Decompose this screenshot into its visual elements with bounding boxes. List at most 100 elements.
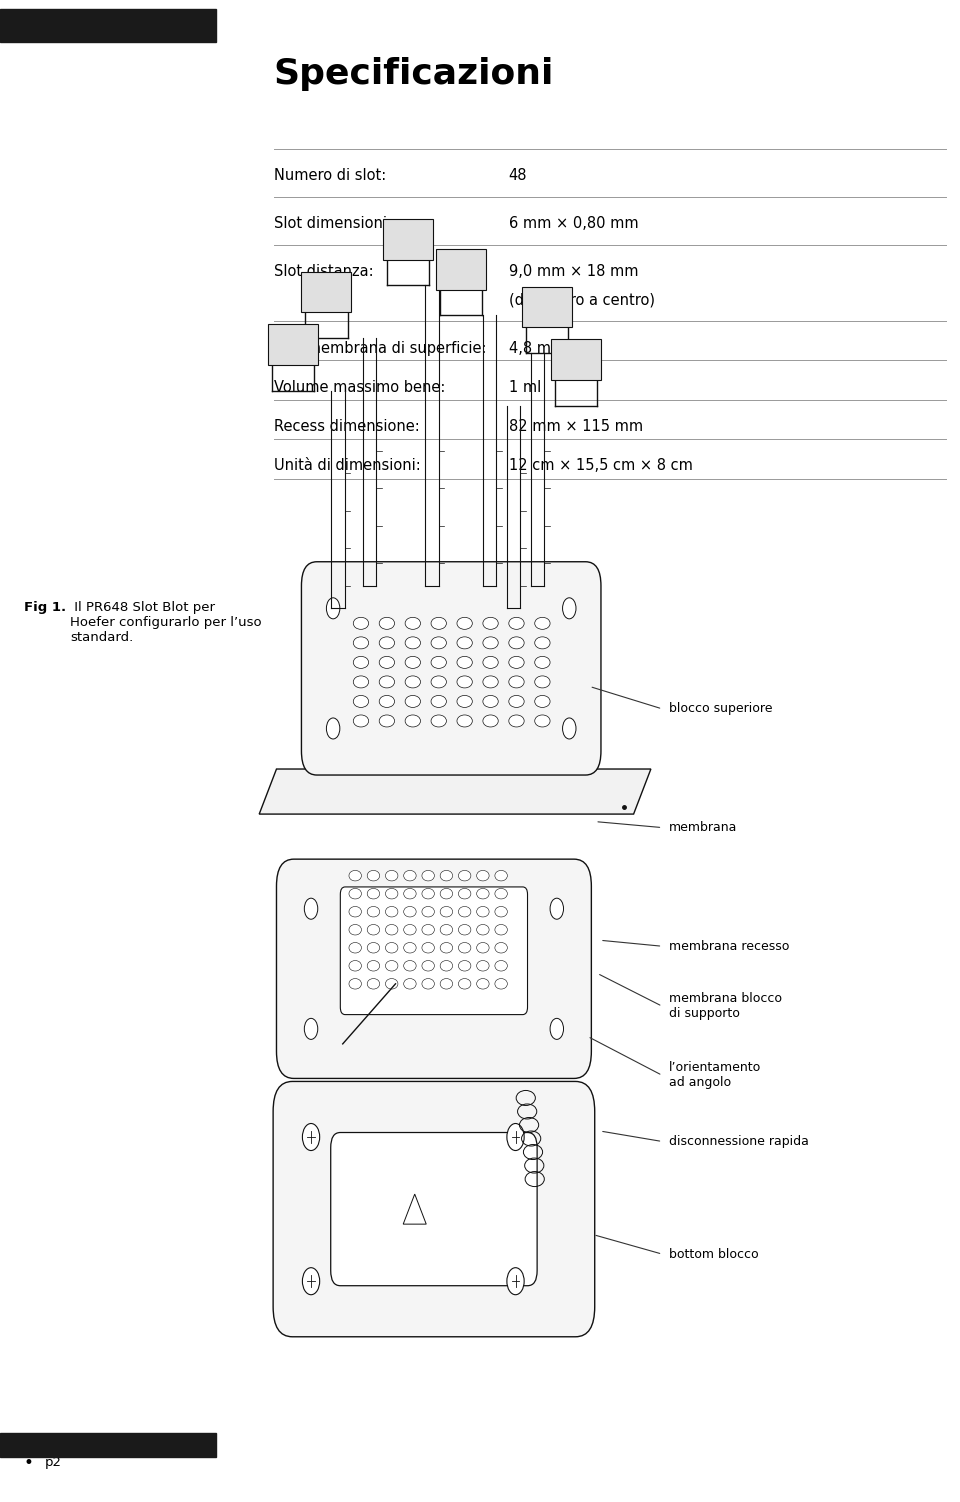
Ellipse shape xyxy=(421,943,434,952)
Ellipse shape xyxy=(405,617,420,629)
Ellipse shape xyxy=(367,889,379,898)
Ellipse shape xyxy=(431,676,446,688)
Ellipse shape xyxy=(405,637,420,649)
Ellipse shape xyxy=(385,871,397,880)
Ellipse shape xyxy=(458,943,470,952)
Ellipse shape xyxy=(405,715,420,727)
Ellipse shape xyxy=(431,617,446,629)
Ellipse shape xyxy=(403,907,416,916)
Ellipse shape xyxy=(431,715,446,727)
Ellipse shape xyxy=(379,656,395,668)
Ellipse shape xyxy=(403,979,416,988)
Ellipse shape xyxy=(458,924,470,934)
Circle shape xyxy=(302,1268,320,1295)
Ellipse shape xyxy=(494,907,507,916)
Ellipse shape xyxy=(367,961,379,970)
Ellipse shape xyxy=(440,924,453,934)
Ellipse shape xyxy=(367,907,379,916)
FancyBboxPatch shape xyxy=(330,1133,537,1286)
Ellipse shape xyxy=(457,695,472,707)
Text: disconnessione rapida: disconnessione rapida xyxy=(669,1136,809,1148)
Circle shape xyxy=(326,598,340,619)
Ellipse shape xyxy=(509,676,524,688)
Ellipse shape xyxy=(440,961,453,970)
Text: Slot distanza:: Slot distanza: xyxy=(274,264,373,279)
Ellipse shape xyxy=(379,676,395,688)
FancyBboxPatch shape xyxy=(276,859,591,1078)
Ellipse shape xyxy=(379,637,395,649)
Text: Specificazioni: Specificazioni xyxy=(274,57,554,92)
Polygon shape xyxy=(403,1194,426,1224)
Ellipse shape xyxy=(483,715,498,727)
Ellipse shape xyxy=(457,656,472,668)
Ellipse shape xyxy=(421,979,434,988)
Ellipse shape xyxy=(494,924,507,934)
Ellipse shape xyxy=(440,889,453,898)
Ellipse shape xyxy=(421,871,434,880)
Text: 12 cm × 15,5 cm × 8 cm: 12 cm × 15,5 cm × 8 cm xyxy=(509,458,693,473)
Bar xyxy=(0,9,216,42)
Ellipse shape xyxy=(476,924,489,934)
Text: Il PR648 Slot Blot per
Hoefer configurarlo per l’uso
standard.: Il PR648 Slot Blot per Hoefer configurar… xyxy=(70,601,262,644)
Ellipse shape xyxy=(458,907,470,916)
Text: membrana: membrana xyxy=(669,822,737,834)
Ellipse shape xyxy=(405,656,420,668)
Ellipse shape xyxy=(494,871,507,880)
Text: blocco superiore: blocco superiore xyxy=(669,703,773,715)
Circle shape xyxy=(550,1018,564,1039)
Text: Slot dimensioni:: Slot dimensioni: xyxy=(274,216,392,231)
Ellipse shape xyxy=(403,943,416,952)
Ellipse shape xyxy=(476,979,489,988)
Ellipse shape xyxy=(458,961,470,970)
Ellipse shape xyxy=(483,695,498,707)
Ellipse shape xyxy=(421,907,434,916)
Text: membrana blocco
di supporto: membrana blocco di supporto xyxy=(669,993,782,1020)
Ellipse shape xyxy=(353,617,369,629)
Ellipse shape xyxy=(385,961,397,970)
Ellipse shape xyxy=(348,907,361,916)
Ellipse shape xyxy=(535,637,550,649)
Ellipse shape xyxy=(348,889,361,898)
FancyBboxPatch shape xyxy=(301,562,601,775)
Ellipse shape xyxy=(367,871,379,880)
Text: •: • xyxy=(24,1454,34,1472)
Circle shape xyxy=(326,718,340,739)
Ellipse shape xyxy=(509,637,524,649)
Circle shape xyxy=(563,598,576,619)
Ellipse shape xyxy=(476,871,489,880)
Ellipse shape xyxy=(353,695,369,707)
Ellipse shape xyxy=(483,676,498,688)
Ellipse shape xyxy=(379,695,395,707)
Ellipse shape xyxy=(483,656,498,668)
Ellipse shape xyxy=(440,979,453,988)
Ellipse shape xyxy=(353,656,369,668)
Ellipse shape xyxy=(405,676,420,688)
Text: 48: 48 xyxy=(509,168,527,183)
Bar xyxy=(0,1433,216,1457)
Text: Fig 1.: Fig 1. xyxy=(24,601,66,614)
Circle shape xyxy=(507,1268,524,1295)
Ellipse shape xyxy=(353,676,369,688)
Ellipse shape xyxy=(535,695,550,707)
Ellipse shape xyxy=(353,715,369,727)
Ellipse shape xyxy=(367,979,379,988)
Circle shape xyxy=(304,1018,318,1039)
Ellipse shape xyxy=(385,889,397,898)
Ellipse shape xyxy=(476,907,489,916)
FancyBboxPatch shape xyxy=(383,219,433,260)
Text: 4,8 mm²: 4,8 mm² xyxy=(509,341,571,356)
Ellipse shape xyxy=(385,924,397,934)
Circle shape xyxy=(550,898,564,919)
Text: Unità di dimensioni:: Unità di dimensioni: xyxy=(274,458,420,473)
Ellipse shape xyxy=(440,871,453,880)
Text: p2: p2 xyxy=(45,1457,62,1469)
Ellipse shape xyxy=(385,907,397,916)
FancyBboxPatch shape xyxy=(436,249,486,290)
Ellipse shape xyxy=(535,676,550,688)
Ellipse shape xyxy=(385,979,397,988)
Ellipse shape xyxy=(509,617,524,629)
FancyBboxPatch shape xyxy=(551,339,601,380)
Ellipse shape xyxy=(440,907,453,916)
Ellipse shape xyxy=(431,695,446,707)
Ellipse shape xyxy=(494,979,507,988)
